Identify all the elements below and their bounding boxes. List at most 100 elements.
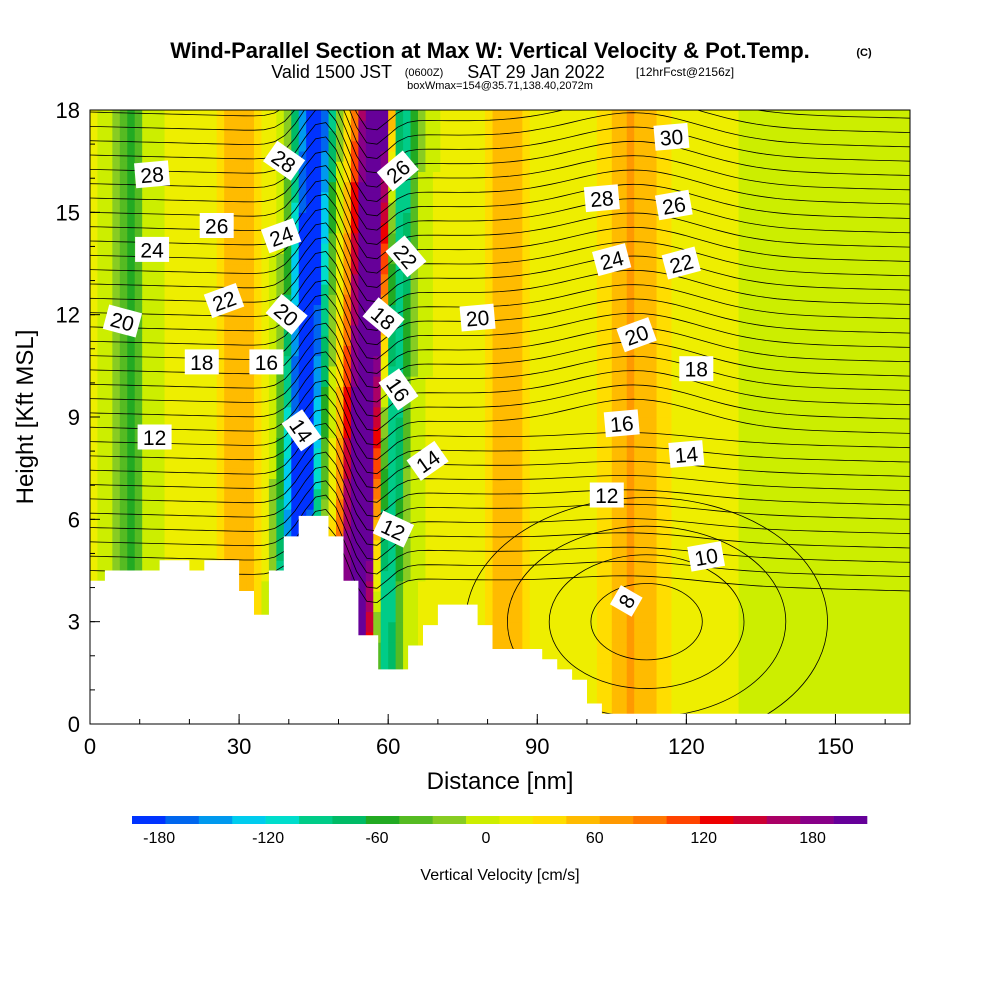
velocity-cell xyxy=(97,253,106,265)
velocity-cell xyxy=(507,150,516,162)
velocity-cell xyxy=(552,171,561,183)
velocity-cell xyxy=(224,202,233,213)
velocity-cell xyxy=(701,652,710,664)
velocity-cell xyxy=(291,181,300,193)
velocity-cell xyxy=(626,376,635,387)
velocity-cell xyxy=(641,406,650,418)
velocity-cell xyxy=(641,386,650,398)
velocity-cell xyxy=(321,365,330,377)
velocity-cell xyxy=(246,263,255,275)
velocity-cell xyxy=(507,273,516,285)
velocity-cell xyxy=(112,161,121,172)
velocity-cell xyxy=(418,396,427,408)
velocity-cell xyxy=(201,498,210,510)
velocity-cell xyxy=(276,396,285,408)
velocity-cell xyxy=(589,447,598,459)
velocity-cell xyxy=(664,631,673,643)
velocity-cell xyxy=(693,386,702,398)
velocity-cell xyxy=(246,539,255,551)
velocity-cell xyxy=(455,202,464,213)
velocity-cell xyxy=(373,171,382,183)
velocity-cell xyxy=(656,294,665,306)
velocity-cell xyxy=(537,222,546,234)
velocity-cell xyxy=(432,560,441,572)
velocity-cell xyxy=(216,202,225,213)
velocity-cell xyxy=(604,539,613,551)
velocity-cell xyxy=(336,304,345,316)
velocity-cell xyxy=(589,550,598,561)
velocity-cell xyxy=(395,273,404,285)
velocity-cell xyxy=(216,498,225,510)
velocity-cell xyxy=(119,140,128,152)
velocity-cell xyxy=(306,171,315,183)
velocity-cell xyxy=(313,222,322,234)
velocity-cell xyxy=(537,621,546,633)
velocity-cell xyxy=(574,550,583,561)
velocity-cell xyxy=(172,130,181,142)
velocity-cell xyxy=(693,314,702,326)
velocity-cell xyxy=(500,130,509,142)
velocity-cell xyxy=(693,345,702,357)
velocity-cell xyxy=(97,314,106,326)
velocity-cell xyxy=(664,642,673,653)
velocity-cell xyxy=(649,283,658,295)
velocity-cell xyxy=(596,283,605,295)
velocity-cell xyxy=(179,478,188,490)
velocity-cell xyxy=(365,150,374,162)
velocity-cell xyxy=(500,417,509,428)
velocity-cell xyxy=(611,140,620,152)
velocity-cell xyxy=(604,335,613,346)
velocity-cell xyxy=(306,110,315,121)
velocity-cell xyxy=(261,120,270,132)
velocity-cell xyxy=(380,406,389,418)
velocity-cell xyxy=(283,406,292,418)
velocity-cell xyxy=(641,519,650,531)
velocity-cell xyxy=(664,478,673,490)
velocity-cell xyxy=(119,488,128,500)
velocity-cell xyxy=(119,150,128,162)
velocity-cell xyxy=(127,273,136,285)
velocity-cell xyxy=(172,365,181,377)
velocity-cell xyxy=(544,652,553,664)
velocity-cell xyxy=(395,222,404,234)
velocity-cell xyxy=(186,253,195,265)
velocity-cell xyxy=(119,539,128,551)
velocity-cell xyxy=(649,324,658,336)
velocity-cell xyxy=(343,519,352,531)
velocity-cell xyxy=(522,150,531,162)
velocity-cell xyxy=(649,263,658,275)
velocity-cell xyxy=(388,468,397,479)
velocity-cell xyxy=(194,539,203,551)
velocity-cell xyxy=(403,457,412,469)
velocity-cell xyxy=(440,488,449,500)
velocity-cell xyxy=(492,161,501,172)
velocity-cell xyxy=(425,150,434,162)
velocity-cell xyxy=(559,365,568,377)
velocity-cell xyxy=(470,161,479,172)
velocity-cell xyxy=(678,601,687,613)
velocity-cell xyxy=(447,253,456,265)
velocity-cell xyxy=(127,212,136,224)
velocity-cell xyxy=(410,376,419,387)
velocity-cell xyxy=(582,457,591,469)
velocity-cell xyxy=(112,437,121,449)
velocity-cell xyxy=(268,140,277,152)
velocity-cell xyxy=(634,386,643,398)
velocity-cell xyxy=(544,580,553,592)
velocity-cell xyxy=(410,611,419,623)
velocity-cell xyxy=(447,314,456,326)
velocity-cell xyxy=(537,529,546,541)
velocity-cell xyxy=(194,457,203,469)
velocity-cell xyxy=(619,437,628,449)
velocity-cell xyxy=(582,468,591,479)
velocity-cell xyxy=(664,550,673,561)
velocity-cell xyxy=(246,550,255,561)
velocity-cell xyxy=(701,590,710,602)
velocity-cell xyxy=(664,110,673,121)
velocity-cell xyxy=(291,263,300,275)
velocity-cell xyxy=(589,243,598,254)
velocity-cell xyxy=(641,437,650,449)
velocity-cell xyxy=(552,509,561,520)
velocity-cell xyxy=(104,509,113,520)
velocity-cell xyxy=(186,232,195,244)
